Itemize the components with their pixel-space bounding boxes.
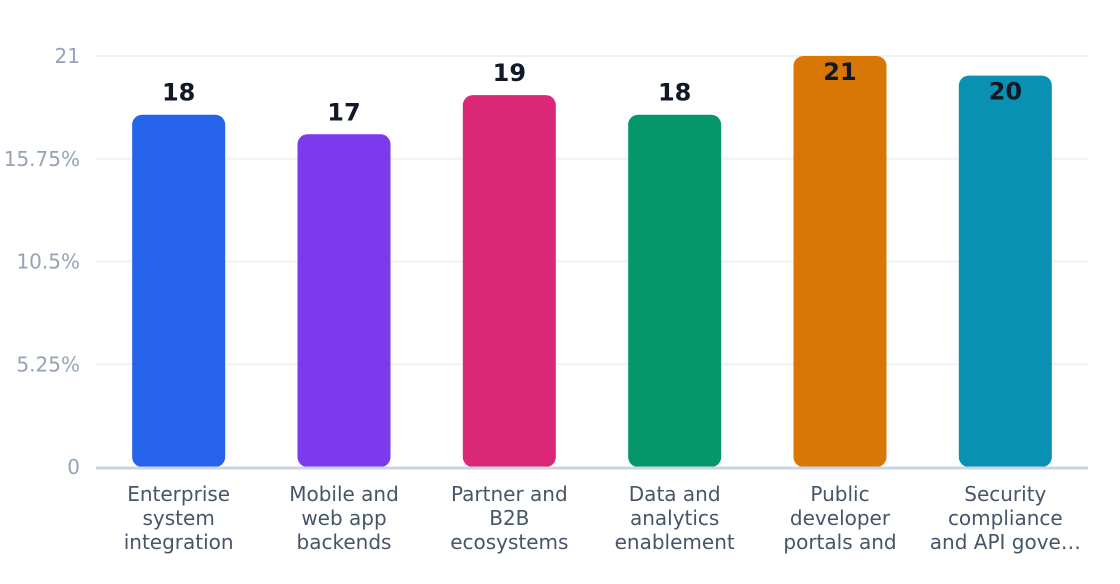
y-tick-label: 0 [67, 455, 80, 479]
x-tick-label-line: Public [810, 482, 869, 506]
x-tick-label-line: ecosystems [450, 530, 568, 554]
x-tick-label-line: compliance [948, 506, 1063, 530]
bars [132, 56, 1052, 468]
bar [132, 114, 226, 467]
bar-value-label: 18 [162, 79, 195, 107]
bar [462, 95, 556, 468]
x-axis-labels: Enterprise system integration Mobile and web… [124, 482, 1081, 554]
bar [793, 56, 887, 467]
bar [958, 75, 1052, 468]
gridlines [96, 55, 1088, 366]
bar-value-label: 21 [823, 58, 856, 86]
x-tick-label: Data and analytics enablement [615, 482, 735, 554]
x-tick-label-line: Partner and [451, 482, 568, 506]
x-tick-label-line: system [143, 506, 215, 530]
x-tick-label-line: enablement [615, 530, 735, 554]
y-tick-label: 10.5% [16, 250, 80, 274]
x-tick-label-line: and API gove… [930, 530, 1081, 554]
bar-value-label: 17 [327, 98, 360, 126]
y-tick-label: 15.75% [4, 147, 80, 171]
x-tick-label-line: portals and [783, 530, 896, 554]
y-tick-label: 21 [55, 44, 80, 68]
x-tick-label: Security compliance and API gove… [930, 482, 1081, 554]
x-tick-label-line: Data and [629, 482, 721, 506]
x-tick-label-line: Security [964, 482, 1046, 506]
bar-value-label: 19 [493, 59, 526, 87]
x-tick-label: Partner and B2B ecosystems [450, 482, 568, 554]
bar [628, 114, 722, 467]
x-tick-label-line: Mobile and [289, 482, 399, 506]
y-axis-ticks: 0 5.25% 10.5% 15.75% 21 [4, 44, 80, 479]
x-tick-label-line: web app [301, 506, 386, 530]
x-tick-label-line: integration [124, 530, 234, 554]
value-labels: 18 17 19 18 21 20 [162, 58, 1022, 126]
bar [297, 134, 391, 468]
x-tick-label-line: B2B [489, 506, 529, 530]
y-tick-label: 5.25% [16, 352, 80, 376]
x-tick-label-line: backends [297, 530, 392, 554]
bar-value-label: 20 [989, 78, 1022, 106]
x-tick-label-line: developer [790, 506, 891, 530]
x-tick-label-line: Enterprise [127, 482, 230, 506]
x-tick-label: Public developer portals and [783, 482, 896, 554]
bar-value-label: 18 [658, 79, 691, 107]
x-tick-label-line: analytics [630, 506, 719, 530]
x-tick-label: Enterprise system integration [124, 482, 234, 554]
x-tick-label: Mobile and web app backends [289, 482, 399, 554]
